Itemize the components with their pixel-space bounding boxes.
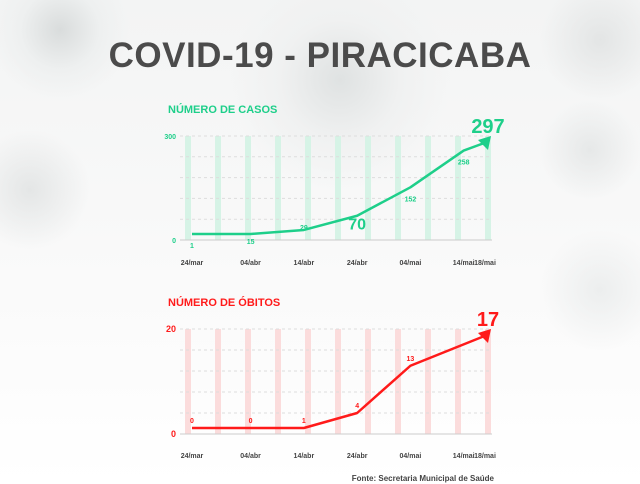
source-note: Fonte: Secretaria Municipal de Saúde (351, 474, 494, 483)
column-band (245, 136, 251, 240)
column-band (485, 329, 491, 434)
x-tick-label: 14/abr (294, 453, 315, 460)
x-tick-label: 14/mai (453, 260, 475, 267)
x-tick-label: 18/mai (474, 260, 496, 267)
x-tick-label: 04/mai (400, 453, 422, 460)
column-band (485, 136, 491, 240)
cases-chart-title: NÚMERO DE CASOS (168, 104, 278, 116)
arrow-head (478, 136, 491, 150)
data-label: 70 (348, 217, 366, 234)
column-band (365, 329, 371, 434)
column-band (305, 136, 311, 240)
x-tick-label: 24/mar (181, 260, 204, 267)
data-label: 0 (190, 418, 194, 425)
column-band (455, 329, 461, 434)
data-label: 4 (355, 403, 359, 410)
x-tick-label: 18/mai (474, 453, 496, 460)
x-tick-label: 24/mar (181, 453, 204, 460)
column-band (335, 136, 341, 240)
x-tick-label: 14/mai (453, 453, 475, 460)
column-band (425, 136, 431, 240)
column-band (185, 136, 191, 240)
column-band (215, 329, 221, 434)
column-band (395, 329, 401, 434)
y-tick-label: 300 (164, 134, 176, 141)
column-band (275, 136, 281, 240)
page-title: COVID-19 - PIRACICABA (108, 36, 532, 75)
arrow-head (478, 329, 491, 343)
column-band (365, 136, 371, 240)
column-band (275, 329, 281, 434)
series-line (192, 333, 488, 430)
x-tick-label: 24/abr (347, 453, 368, 460)
x-tick-label: 04/abr (240, 453, 261, 460)
column-band (455, 136, 461, 240)
column-band (305, 329, 311, 434)
column-band (425, 329, 431, 434)
x-tick-label: 14/abr (294, 260, 315, 267)
data-label: 15 (247, 239, 255, 246)
x-tick-label: 04/mai (400, 260, 422, 267)
data-label: 297 (471, 116, 504, 138)
data-label: 1 (302, 418, 306, 425)
data-label: 13 (407, 356, 415, 363)
data-label: 29 (300, 225, 308, 232)
column-band (395, 136, 401, 240)
data-label: 0 (249, 418, 253, 425)
y-tick-label: 0 (172, 238, 176, 245)
x-tick-label: 24/abr (347, 260, 368, 267)
column-band (215, 136, 221, 240)
deaths-chart-title: NÚMERO DE ÓBITOS (168, 297, 281, 309)
data-label: 17 (477, 309, 499, 331)
data-label: 152 (405, 196, 417, 203)
y-tick-label: 20 (166, 324, 176, 334)
column-band (185, 329, 191, 434)
column-band (335, 329, 341, 434)
data-label: 258 (458, 160, 470, 167)
y-tick-label: 0 (171, 429, 176, 439)
x-tick-label: 04/abr (240, 260, 261, 267)
column-band (245, 329, 251, 434)
data-label: 1 (190, 243, 194, 250)
